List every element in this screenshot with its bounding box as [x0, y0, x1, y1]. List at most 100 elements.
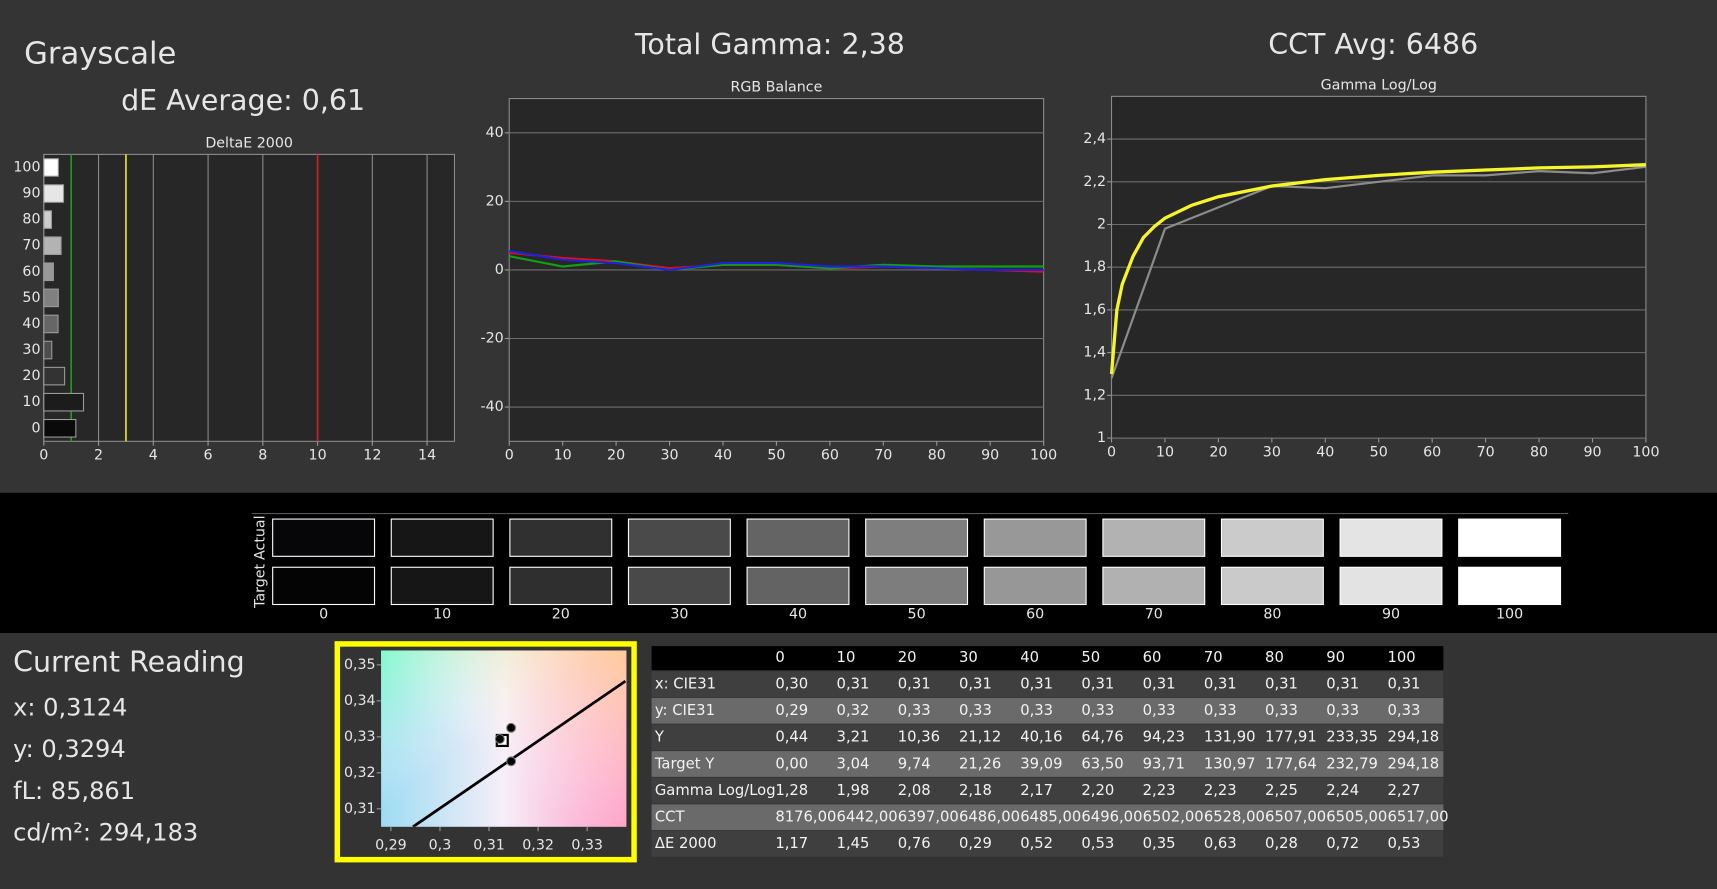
table-cell: 8176,00 [775, 808, 836, 825]
table-cell: 294,18 [1387, 755, 1439, 772]
reading-value: y: 0,3294 [13, 735, 126, 763]
y-tick-label: 1,2 [1083, 387, 1106, 403]
column-header: 80 [1265, 649, 1284, 666]
bar [43, 184, 65, 203]
y-tick-label: 1 [1097, 430, 1106, 446]
actual-swatch [1220, 518, 1324, 557]
target-swatch [865, 566, 969, 606]
target-swatch [1102, 566, 1206, 606]
row-label: Y [654, 729, 665, 746]
y-tick-label: 20 [486, 193, 504, 209]
swatch-label: 20 [552, 606, 570, 622]
table-cell: 2,23 [1204, 782, 1237, 799]
table-cell: 177,64 [1265, 755, 1317, 772]
series-line [1110, 165, 1647, 379]
y-tick-label: 1,8 [1083, 259, 1106, 275]
table-cell: 6486,00 [959, 808, 1020, 825]
y-tick-label: 0,32 [344, 765, 376, 781]
table-cell: 0,33 [1387, 702, 1420, 719]
table-row [651, 724, 1444, 751]
table-cell: 0,31 [1387, 675, 1420, 692]
table-cell: 0,33 [1081, 702, 1114, 719]
table-cell: 1,28 [775, 782, 808, 799]
x-tick-label: 90 [981, 448, 999, 464]
target-swatch [1339, 566, 1443, 606]
table-cell: 2,20 [1081, 782, 1114, 799]
table-cell: 2,17 [1020, 782, 1053, 799]
table-header-bg [651, 646, 1444, 671]
page-title: Grayscale [24, 36, 176, 71]
target-swatch [983, 566, 1087, 606]
series-line [509, 255, 1044, 272]
table-cell: 0,31 [1265, 675, 1298, 692]
y-tick-label: 40 [486, 125, 504, 141]
y-tick-label: 1,6 [1083, 302, 1106, 318]
table-cell: 0,53 [1387, 835, 1420, 852]
table-cell: 130,97 [1204, 755, 1256, 772]
table-cell: 0,00 [775, 755, 808, 772]
y-tick-label: 40 [22, 316, 40, 332]
row-label: ΔE 2000 [655, 835, 717, 852]
x-tick-label: 20 [607, 448, 625, 464]
table-cell: 0,76 [898, 835, 931, 852]
table-cell: 2,23 [1143, 782, 1176, 799]
swatch-label: 30 [670, 606, 688, 622]
x-tick-label: 100 [1632, 444, 1659, 460]
column-header: 40 [1020, 649, 1039, 666]
reading-value: fL: 85,861 [13, 777, 135, 805]
actual-swatch [272, 518, 376, 557]
y-tick-label: 20 [22, 368, 40, 384]
x-tick-label: 10 [1156, 444, 1174, 460]
column-header: 10 [837, 649, 856, 666]
y-tick-label: 0,33 [344, 729, 376, 745]
table-row [651, 751, 1444, 777]
table-cell: 0,33 [1265, 702, 1298, 719]
bar [43, 236, 62, 256]
table-cell: 64,76 [1081, 729, 1123, 746]
x-tick-label: 12 [363, 448, 381, 464]
swatch-label: 60 [1026, 606, 1044, 622]
bar [43, 392, 85, 412]
swatch-label: 100 [1496, 606, 1523, 622]
x-tick-label: 14 [418, 448, 436, 464]
table-cell: 94,23 [1143, 729, 1185, 746]
actual-swatch [1339, 518, 1443, 557]
y-tick-label: 0 [495, 262, 504, 278]
table-row [651, 804, 1444, 831]
x-tick-label: 20 [1209, 444, 1227, 460]
x-tick-label: 2 [94, 448, 103, 464]
reading-value: x: 0,3124 [13, 694, 127, 722]
table-cell: 0,31 [898, 675, 931, 692]
table-cell: 6502,00 [1143, 808, 1204, 825]
table-cell: 2,27 [1387, 782, 1420, 799]
bar [43, 288, 59, 308]
x-tick-label: 80 [928, 448, 946, 464]
y-tick-label: 50 [22, 290, 40, 306]
table-cell: 6507,00 [1265, 808, 1326, 825]
row-label: y: CIE31 [655, 702, 715, 719]
y-tick-label: 0,31 [344, 801, 376, 817]
table-cell: 0,63 [1204, 835, 1237, 852]
table-cell: 2,18 [959, 782, 992, 799]
table-cell: 0,33 [959, 702, 992, 719]
target-swatch [627, 566, 731, 606]
actual-swatch [509, 518, 613, 557]
x-tick-label: 30 [660, 448, 678, 464]
bar [43, 314, 59, 334]
y-tick-label: 2,2 [1083, 174, 1106, 190]
actual-swatch [746, 518, 850, 557]
table-cell: 0,31 [1326, 675, 1359, 692]
column-header: 70 [1204, 649, 1223, 666]
actual-swatch [865, 518, 969, 557]
x-tick-label: 8 [258, 448, 267, 464]
plot-area [43, 153, 456, 442]
swatch-label: 0 [319, 606, 328, 622]
table-cell: 0,33 [1204, 702, 1237, 719]
x-tick-label: 0 [1107, 444, 1116, 460]
actual-swatch [1102, 518, 1206, 557]
de-average: dE Average: 0,61 [121, 84, 365, 117]
table-row [651, 830, 1444, 857]
table-cell: 0,31 [1081, 675, 1114, 692]
reading-point [494, 734, 505, 744]
